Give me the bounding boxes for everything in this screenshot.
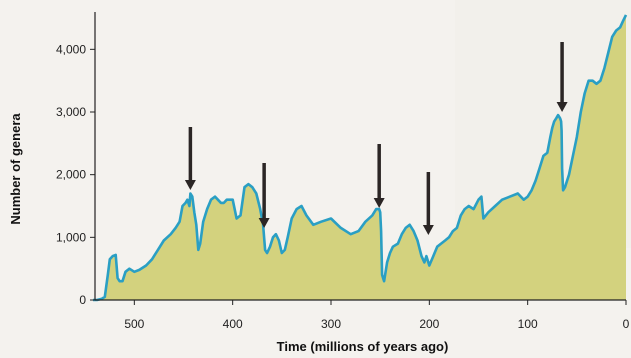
arrow-head [422, 225, 434, 235]
x-axis-title: Time (millions of years ago) [277, 339, 449, 354]
arrow-head [373, 198, 385, 208]
extinction-arrow [422, 172, 434, 235]
x-tick-label: 500 [124, 317, 144, 331]
y-tick-label: 2,000 [56, 168, 86, 182]
x-tick-label: 100 [518, 317, 538, 331]
arrow-head [556, 102, 568, 112]
y-axis-ticks: 0 1,000 2,000 3,000 4,000 [56, 42, 95, 307]
x-tick-label: 300 [321, 317, 341, 331]
diversity-area-fill [93, 14, 626, 301]
area-series [93, 14, 628, 302]
arrow-head [184, 180, 196, 190]
arrow-head [258, 218, 270, 228]
y-tick-label: 4,000 [56, 42, 86, 56]
x-tick-label: 400 [223, 317, 243, 331]
x-axis-ticks: 500 400 300 200 100 0 [124, 300, 630, 331]
extinction-arrows [184, 42, 568, 235]
extinction-arrow [373, 144, 385, 208]
axes [94, 12, 626, 301]
y-tick-label: 1,000 [56, 230, 86, 244]
y-tick-label: 3,000 [56, 105, 86, 119]
x-tick-label: 200 [419, 317, 439, 331]
extinction-arrow [184, 127, 196, 190]
y-tick-label: 0 [79, 293, 86, 307]
extinction-arrow [556, 42, 568, 112]
y-axis-title: Number of genera [8, 113, 23, 225]
extinction-arrow [258, 163, 270, 228]
x-tick-label: 0 [623, 317, 630, 331]
diversity-line [93, 14, 628, 302]
